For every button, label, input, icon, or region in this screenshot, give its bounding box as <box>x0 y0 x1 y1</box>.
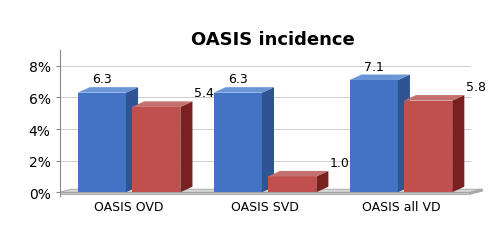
Polygon shape <box>214 93 262 192</box>
Text: 5.8: 5.8 <box>466 81 486 94</box>
Polygon shape <box>60 189 482 192</box>
Polygon shape <box>78 88 138 93</box>
Polygon shape <box>180 102 192 192</box>
Polygon shape <box>126 88 138 192</box>
Polygon shape <box>60 192 470 194</box>
Text: 5.4: 5.4 <box>194 87 214 100</box>
Polygon shape <box>268 171 328 177</box>
Polygon shape <box>132 107 180 192</box>
Polygon shape <box>350 75 410 81</box>
Polygon shape <box>78 93 126 192</box>
Polygon shape <box>132 102 192 107</box>
Polygon shape <box>316 171 328 192</box>
Polygon shape <box>404 101 452 192</box>
Title: OASIS incidence: OASIS incidence <box>190 31 354 49</box>
Text: 1.0: 1.0 <box>330 156 350 169</box>
Polygon shape <box>350 81 398 192</box>
Polygon shape <box>452 96 464 192</box>
Text: 6.3: 6.3 <box>228 73 248 86</box>
Text: 6.3: 6.3 <box>92 73 112 86</box>
Text: 7.1: 7.1 <box>364 60 384 73</box>
Polygon shape <box>470 189 482 194</box>
Polygon shape <box>214 88 274 93</box>
Polygon shape <box>262 88 274 192</box>
Polygon shape <box>398 75 410 192</box>
Polygon shape <box>404 96 464 101</box>
Polygon shape <box>268 177 316 192</box>
